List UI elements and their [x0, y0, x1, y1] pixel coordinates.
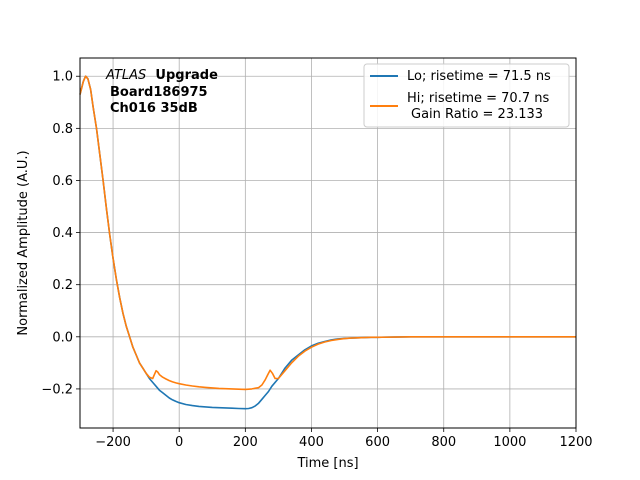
- y-tick-label: 0.2: [52, 278, 73, 293]
- legend-entry-lo: Lo; risetime = 71.5 ns: [407, 69, 551, 84]
- y-tick-label: 0.4: [52, 226, 73, 241]
- atlas-annotation: ATLAS Upgrade Board186975 Ch016 35dB: [105, 68, 218, 116]
- y-tick-label: 1.0: [52, 70, 73, 85]
- upgrade-label: Upgrade: [155, 68, 218, 83]
- x-axis-label: Time [ns]: [296, 456, 358, 471]
- y-tick-label: 0.8: [52, 122, 73, 137]
- plot-frame: [79, 57, 577, 429]
- atlas-label: ATLAS: [105, 68, 146, 83]
- svg-text:ATLAS Upgrade: ATLAS Upgrade: [105, 68, 218, 83]
- channel-label: Ch016 35dB: [110, 101, 198, 116]
- y-tick-label: 0.6: [52, 174, 73, 189]
- x-tick-label: 400: [299, 435, 324, 450]
- legend: Lo; risetime = 71.5 ns Hi; risetime = 70…: [363, 63, 570, 128]
- x-tick-label: 1000: [493, 435, 526, 450]
- x-tick-label: 0: [175, 435, 183, 450]
- y-tick-label: 0.0: [52, 330, 73, 345]
- legend-entry-hi: Hi; risetime = 70.7 ns: [407, 91, 549, 106]
- x-tick-label: 600: [365, 435, 390, 450]
- y-axis-label: Normalized Amplitude (A.U.): [16, 150, 31, 335]
- ticks: −200 0 200 400 600 800 1000 1200 −0.2 0.0 0.2 0.4 0.…: [41, 70, 592, 450]
- board-label: Board186975: [110, 85, 208, 100]
- x-tick-label: 800: [431, 435, 456, 450]
- x-tick-label: 200: [233, 435, 258, 450]
- series-layer: [79, 75, 576, 410]
- x-tick-label: 1200: [559, 435, 592, 450]
- legend-gain-ratio: Gain Ratio = 23.133: [411, 107, 543, 122]
- legend-box: [363, 63, 570, 128]
- series-line-1: [79, 75, 576, 391]
- y-tick-label: −0.2: [41, 382, 73, 397]
- x-tick-label: −200: [95, 435, 131, 450]
